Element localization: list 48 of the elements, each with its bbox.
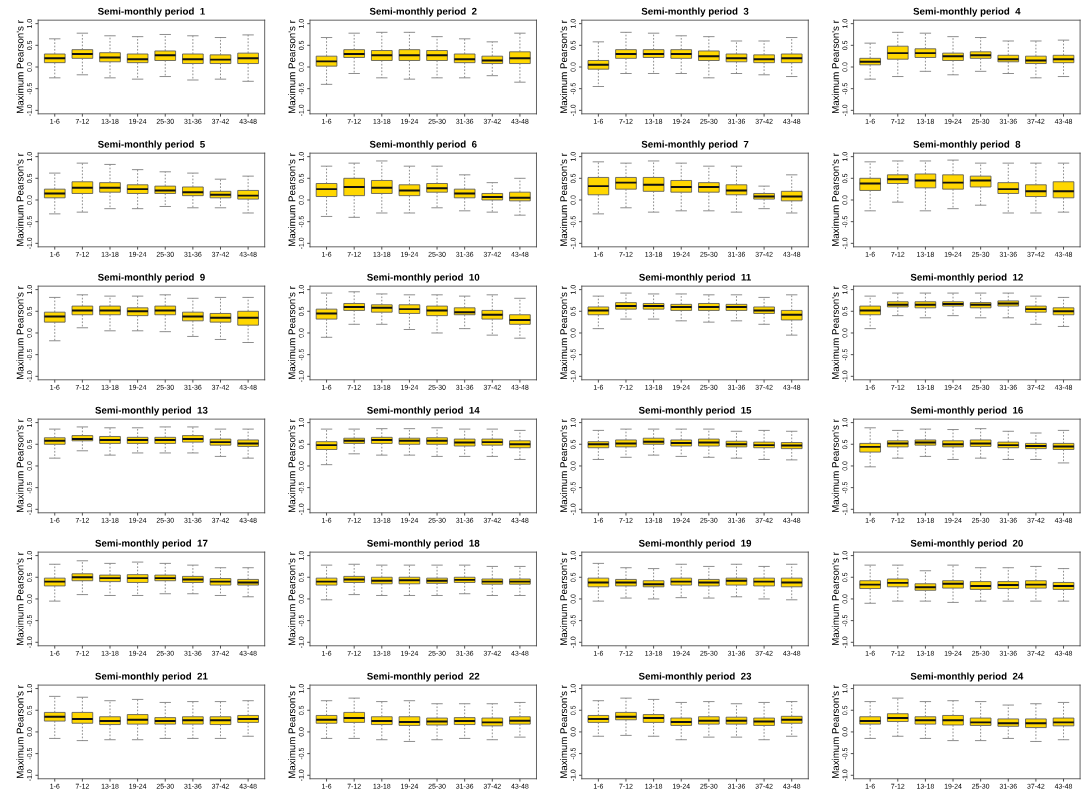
- chart-title: Semi-monthly period 6: [369, 140, 477, 150]
- chart-title: Semi-monthly period 3: [641, 7, 749, 17]
- chart-title: Semi-monthly period 10: [367, 273, 480, 283]
- y-axis-title: Maximum Pearson's r: [288, 20, 296, 114]
- y-axis-title: Maximum Pearson's r: [288, 153, 296, 247]
- chart-title: Semi-monthly period 12: [910, 273, 1023, 283]
- chart-title: Semi-monthly period 20: [910, 539, 1023, 549]
- chart-title: Semi-monthly period 23: [638, 672, 752, 682]
- y-axis-title: Maximum Pearson's r: [16, 286, 24, 380]
- y-axis-title: Maximum Pearson's r: [560, 286, 568, 380]
- y-axis-title: Maximum Pearson's r: [288, 552, 296, 645]
- chart-title: Semi-monthly period 21: [95, 672, 208, 682]
- y-axis-title: Maximum Pearson's r: [16, 685, 24, 778]
- y-axis-title: Maximum Pearson's r: [288, 419, 296, 513]
- chart-title: Semi-monthly period 11: [639, 273, 751, 283]
- chart-title: Semi-monthly period 5: [97, 140, 205, 150]
- chart-title: Semi-monthly period 15: [638, 406, 752, 416]
- chart-title: Semi-monthly period 18: [367, 539, 480, 549]
- y-axis-title: Maximum Pearson's r: [831, 153, 839, 247]
- y-axis-title: Maximum Pearson's r: [560, 685, 568, 778]
- y-axis-title: Maximum Pearson's r: [831, 685, 839, 778]
- chart-title: Semi-monthly period 14: [367, 406, 480, 416]
- chart-title: Semi-monthly period 16: [910, 406, 1023, 416]
- y-axis-title: Maximum Pearson's r: [16, 20, 24, 114]
- chart-title: Semi-monthly period 19: [638, 539, 752, 549]
- chart-title: Semi-monthly period 13: [95, 406, 208, 416]
- y-axis-title: Maximum Pearson's r: [560, 153, 568, 247]
- chart-title: Semi-monthly period 2: [369, 7, 477, 17]
- y-axis-title: Maximum Pearson's r: [288, 286, 296, 380]
- y-axis-title: Maximum Pearson's r: [560, 552, 568, 645]
- chart-title: Semi-monthly period 17: [95, 539, 208, 549]
- chart-title: Semi-monthly period 1: [97, 7, 205, 17]
- y-axis-title: Maximum Pearson's r: [16, 552, 24, 645]
- chart-title: Semi-monthly period 8: [913, 140, 1021, 150]
- chart-title: Semi-monthly period 4: [913, 7, 1021, 17]
- chart-title: Semi-monthly period 9: [97, 273, 205, 283]
- y-axis-title: Maximum Pearson's r: [288, 685, 296, 778]
- y-axis-title: Maximum Pearson's r: [831, 552, 839, 645]
- y-axis-title: Maximum Pearson's r: [831, 286, 839, 380]
- y-axis-title: Maximum Pearson's r: [16, 419, 24, 513]
- chart-title: Semi-monthly period 7: [641, 140, 749, 150]
- y-axis-title: Maximum Pearson's r: [560, 20, 568, 114]
- y-axis-title: Maximum Pearson's r: [831, 419, 839, 513]
- y-axis-title: Maximum Pearson's r: [16, 153, 24, 247]
- chart-title: Semi-monthly period 24: [910, 672, 1024, 682]
- y-axis-title: Maximum Pearson's r: [560, 419, 568, 513]
- y-axis-title: Maximum Pearson's r: [831, 20, 839, 114]
- chart-title: Semi-monthly period 22: [367, 672, 480, 682]
